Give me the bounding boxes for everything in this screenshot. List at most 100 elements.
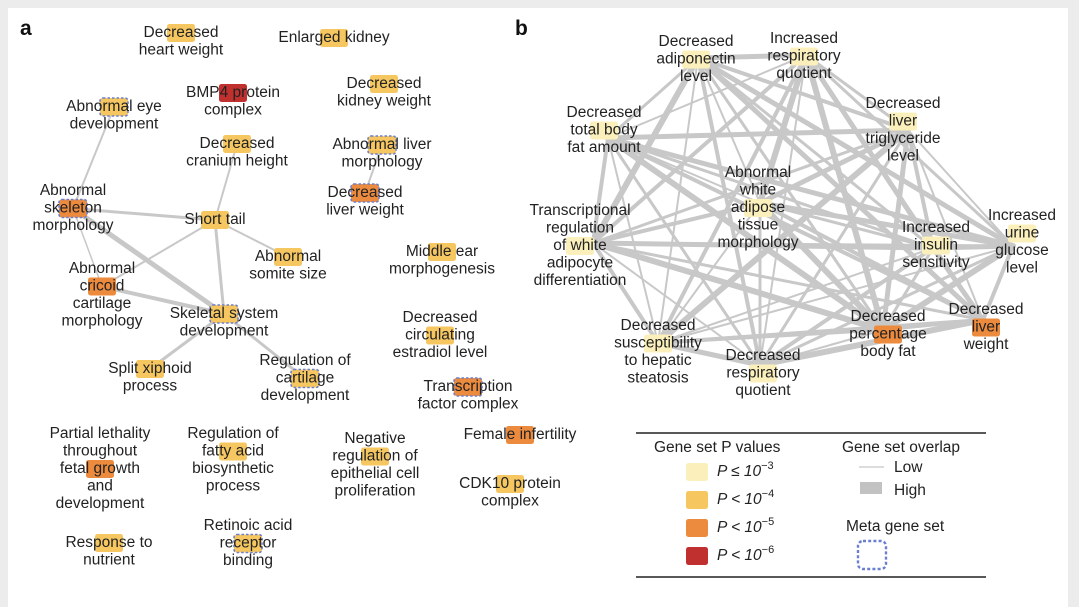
node-label-line: Regulation of [259, 352, 351, 369]
legend-pvalue-exponent: −6 [762, 544, 775, 556]
node-label-line: respiratory [726, 365, 799, 382]
node-label-line: and [87, 478, 113, 495]
edge-st-acc [101, 219, 216, 288]
node-label-line: BMP4 protein [186, 84, 280, 101]
node-label-line: adipocyte [547, 255, 613, 272]
panel-b-nodes: DecreasedadiponectinlevelIncreasedrespir… [529, 30, 1056, 399]
node-swatch [95, 534, 123, 552]
node-label-line: of white [553, 237, 606, 254]
edge-irq-trwad [591, 53, 808, 245]
node-label-line: Abnormal [255, 248, 321, 265]
node-swatch [219, 84, 247, 102]
node-label-line: glucose [995, 242, 1048, 259]
edge-dltl-trwad [591, 128, 910, 245]
legend-overlap-low: Low [894, 459, 923, 476]
legend: Gene set P values P ≤ 10−3P < 10−4P < 10… [636, 432, 986, 578]
node-label-line: Short tail [184, 211, 245, 228]
node-label-line: triglyceride [866, 130, 941, 147]
node-swatch [167, 24, 195, 42]
node-label-line: throughout [63, 443, 138, 460]
node-label-line: Decreased [200, 135, 275, 152]
node-label-line: Negative [344, 430, 405, 447]
node-label-line: cartilage [276, 370, 335, 387]
node-label-line: Female infertility [464, 426, 577, 443]
node-swatch [644, 334, 672, 353]
node-label-line: Decreased [851, 308, 926, 325]
edge-dtbf-iugl [605, 135, 1016, 249]
edge-st-ssd [213, 218, 226, 316]
node-label-line: Decreased [403, 309, 478, 326]
node-swatch [506, 426, 534, 444]
node-label-line: level [1006, 260, 1038, 277]
node-swatch [370, 75, 398, 93]
edge-iugl-drq [758, 244, 1015, 367]
node-swatch [1008, 224, 1036, 243]
node-swatch [566, 237, 594, 255]
edge-dtbf-dsths [607, 137, 659, 344]
node-label-line: complex [481, 493, 539, 510]
legend-pvalue-text: P < 10 [717, 547, 762, 564]
node-label-line: cricoid [80, 278, 125, 295]
edge-trwad-drq [592, 242, 761, 366]
edge-awat-dpbf [757, 200, 886, 333]
edge-iugl-dpbf [880, 243, 1016, 333]
meta-gene-set-outline [290, 368, 320, 389]
edge-dltl-dlwb [907, 129, 984, 321]
legend-pvalue-exponent: −5 [762, 516, 775, 528]
edge-dtbf-dpbf [605, 135, 886, 333]
node-swatch [426, 326, 454, 345]
edge-dal-dpbf [696, 56, 885, 332]
node-label-line: differentiation [534, 272, 627, 289]
legend-pvalue-label: P ≤ 10−3 [717, 460, 774, 480]
edge-dal-dtbf [606, 56, 700, 140]
node-st: Short tail [184, 211, 246, 229]
legend-pvalue-exponent: −4 [762, 488, 775, 500]
node-label-line: insulin [914, 237, 958, 254]
node-label-line: Skeletal system [170, 305, 279, 322]
node-label-line: Decreased [659, 33, 734, 50]
node-label-line: Increased [902, 219, 970, 236]
node-label-line: binding [223, 552, 273, 569]
node-label-line: somite size [249, 266, 327, 283]
node-label-line: estradiol level [393, 344, 488, 361]
legend-pvalue-label: P < 10−6 [717, 544, 774, 564]
legend-pvalue-1: P < 10−4 [686, 488, 774, 509]
edge-ssd-sxp [148, 312, 226, 371]
node-label-line: Partial lethality [50, 425, 151, 442]
meta-gene-set-outline [367, 135, 397, 155]
node-swatch [368, 136, 396, 154]
node-swatch [201, 211, 229, 229]
node-label-line: morphology [62, 313, 143, 330]
node-swatch [234, 534, 262, 553]
node-label-line: receptor [220, 535, 277, 552]
legend-pvalue-swatch [686, 463, 708, 481]
node-label-line: Middle ear [406, 243, 478, 260]
edge-dch-st [214, 143, 238, 221]
node-label-line: Retinoic acid [204, 517, 293, 534]
edge-iis-dpbf [881, 246, 935, 332]
meta-gene-set-outline [350, 183, 380, 203]
edge-dsths-dlwb [656, 318, 985, 345]
edge-awat-dlwb [758, 201, 985, 322]
node-label-line: biosynthetic [192, 460, 274, 477]
node-ek: Enlarged kidney [278, 29, 390, 47]
node-label-line: process [206, 478, 261, 495]
node-label-line: to hepatic [624, 352, 691, 369]
node-label-line: morphology [33, 217, 114, 234]
